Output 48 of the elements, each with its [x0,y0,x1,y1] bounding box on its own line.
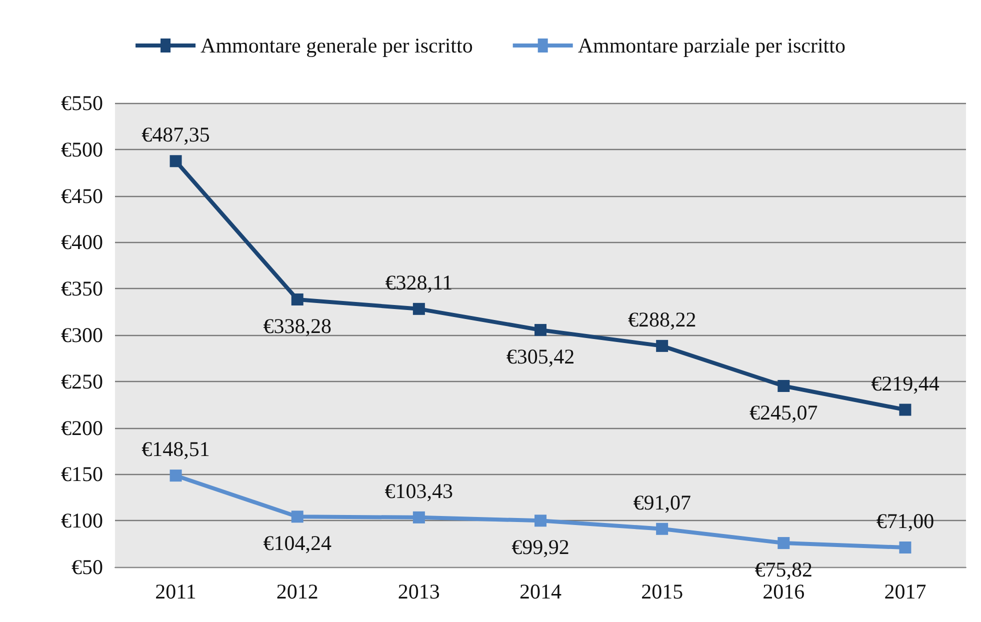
point [412,511,425,524]
point [534,514,546,527]
y-tick-label: €200 [61,416,103,440]
point [170,470,182,482]
point [899,404,912,416]
y-tick-label: €100 [61,508,103,533]
y-tick-label: €550 [61,91,103,115]
data-label: €305,42 [506,344,575,368]
x-tick-label: 2017 [884,580,926,604]
y-tick-label: €250 [61,369,103,394]
data-label: €245,07 [750,400,818,424]
data-label: €487,35 [142,122,210,147]
point [656,522,668,535]
data-label: €219,44 [871,371,940,396]
point [656,340,668,352]
y-tick-label: €450 [61,184,103,208]
y-tick-label: €300 [61,323,103,347]
data-label: €104,24 [263,531,332,556]
point [534,324,546,336]
y-tick-label: €350 [61,276,103,301]
data-label: €91,07 [633,490,691,514]
y-tick-label: €400 [61,230,103,254]
x-tick-label: 2015 [641,580,684,604]
legend-label: Ammontare generale per iscritto [200,34,473,58]
point [291,510,304,523]
data-label: €99,92 [512,535,570,560]
y-tick-label: €50 [72,555,103,579]
point [170,155,182,168]
point [291,293,304,306]
data-label: €288,22 [628,307,696,332]
y-tick-label: €500 [61,137,103,162]
point [778,380,790,392]
data-label: €338,28 [263,314,332,338]
x-tick-label: 2014 [520,580,562,604]
data-label: €103,43 [384,478,454,503]
x-tick-label: 2013 [398,580,440,604]
x-tick-label: 2016 [762,580,805,604]
legend-label: Ammontare parziale per iscritto [578,34,846,58]
point [412,302,425,315]
point [778,537,790,550]
x-tick-label: 2012 [276,580,318,604]
data-label: €71,00 [876,509,934,534]
data-label: €328,11 [385,270,453,294]
data-label: €148,51 [142,437,210,462]
point [899,542,912,554]
x-tick-label: 2011 [155,580,196,604]
y-tick-label: €150 [61,462,103,486]
data-label: €75,82 [754,558,813,582]
